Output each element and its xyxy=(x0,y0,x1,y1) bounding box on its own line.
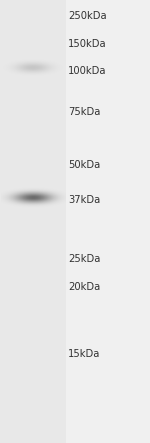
Text: 25kDa: 25kDa xyxy=(68,254,101,264)
Text: 75kDa: 75kDa xyxy=(68,107,101,117)
Text: 15kDa: 15kDa xyxy=(68,350,101,359)
Text: 100kDa: 100kDa xyxy=(68,66,107,76)
Text: 150kDa: 150kDa xyxy=(68,39,107,49)
Bar xyxy=(0,0,66,443)
Text: 37kDa: 37kDa xyxy=(68,195,100,205)
Text: 20kDa: 20kDa xyxy=(68,282,100,292)
Text: 50kDa: 50kDa xyxy=(68,160,100,170)
Text: 250kDa: 250kDa xyxy=(68,11,107,20)
